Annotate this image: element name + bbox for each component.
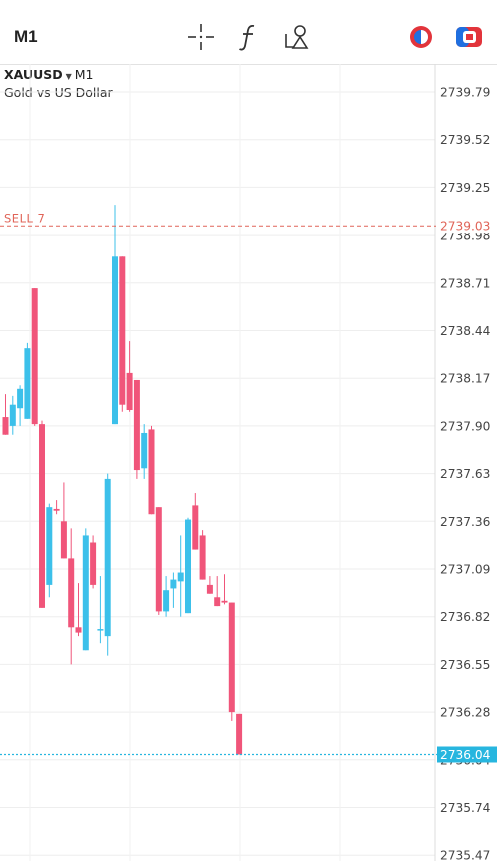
price-tick-label: 2736.82 bbox=[440, 610, 490, 624]
bearish-candle bbox=[75, 627, 82, 633]
trade-icon[interactable] bbox=[454, 22, 484, 52]
crosshair-icon[interactable] bbox=[186, 22, 216, 52]
function-icon[interactable] bbox=[234, 22, 264, 52]
bearish-candle bbox=[148, 429, 155, 515]
bullish-candle bbox=[185, 519, 191, 614]
dropdown-arrow-icon: ▼ bbox=[65, 72, 72, 81]
bullish-candle bbox=[9, 404, 16, 426]
bid-price-label: 2736.04 bbox=[440, 748, 491, 762]
timeframe-button[interactable]: M1 bbox=[14, 27, 38, 46]
bullish-candle bbox=[104, 478, 111, 637]
bearish-candle bbox=[39, 424, 45, 608]
price-tick-label: 2737.90 bbox=[440, 419, 490, 433]
bearish-candle bbox=[90, 542, 97, 585]
bearish-candle bbox=[206, 584, 213, 594]
bearish-candle bbox=[192, 505, 199, 550]
bearish-candle bbox=[31, 288, 38, 425]
top-toolbar: M1 bbox=[0, 0, 497, 65]
price-tick-label: 2737.63 bbox=[440, 467, 490, 481]
bearish-candle bbox=[2, 417, 9, 435]
sell-order-label: SELL 7 bbox=[4, 211, 45, 225]
bid-price-tag bbox=[437, 746, 497, 763]
price-tick-label: 2739.79 bbox=[440, 86, 490, 100]
bullish-candle bbox=[170, 579, 177, 589]
bullish-candle bbox=[112, 256, 118, 425]
price-tick-label: 2736.55 bbox=[440, 658, 490, 672]
bearish-candle bbox=[133, 379, 140, 471]
price-tick-label: 2737.09 bbox=[440, 563, 490, 577]
bullish-candle bbox=[82, 535, 89, 651]
bullish-candle bbox=[177, 572, 184, 582]
bearish-candle bbox=[53, 508, 60, 511]
bullish-candle bbox=[24, 348, 31, 419]
sell-price-tag-bg bbox=[436, 218, 497, 234]
symbol-name: XAUUSD bbox=[4, 67, 63, 82]
symbol-header[interactable]: XAUUSD ▼ M1 bbox=[4, 67, 94, 82]
bullish-candle bbox=[97, 629, 104, 631]
bearish-candle bbox=[236, 713, 243, 755]
price-tick-label: 2739.52 bbox=[440, 133, 490, 147]
symbol-timeframe: M1 bbox=[74, 67, 94, 82]
bearish-candle bbox=[119, 256, 126, 405]
bullish-candle bbox=[141, 432, 148, 469]
price-tick-label: 2738.44 bbox=[440, 324, 491, 338]
price-tick-label: 2735.47 bbox=[440, 849, 490, 861]
bearish-candle bbox=[126, 372, 133, 410]
bullish-candle bbox=[46, 507, 53, 585]
price-tick-label: 2736.28 bbox=[440, 706, 490, 720]
bearish-candle bbox=[228, 602, 235, 713]
sell-price-label: 2739.03 bbox=[440, 219, 490, 233]
bullish-candle bbox=[163, 590, 170, 612]
bearish-candle bbox=[221, 600, 228, 603]
bearish-candle bbox=[68, 558, 75, 628]
bearish-candle bbox=[199, 535, 206, 580]
price-tick-label: 2738.17 bbox=[440, 372, 490, 386]
bullish-candle bbox=[17, 388, 24, 409]
price-tick-label: 2737.36 bbox=[440, 515, 490, 529]
price-chart[interactable]: 2739.792739.522739.252738.982738.712738.… bbox=[0, 64, 497, 861]
bearish-candle bbox=[214, 597, 221, 607]
bearish-candle bbox=[60, 521, 67, 559]
bearish-candle bbox=[155, 507, 162, 612]
objects-icon[interactable] bbox=[282, 22, 312, 52]
price-tick-label: 2739.25 bbox=[440, 181, 490, 195]
dial-icon[interactable] bbox=[406, 22, 436, 52]
price-tick-label: 2738.71 bbox=[440, 276, 490, 290]
price-tick-label: 2735.74 bbox=[440, 801, 491, 815]
